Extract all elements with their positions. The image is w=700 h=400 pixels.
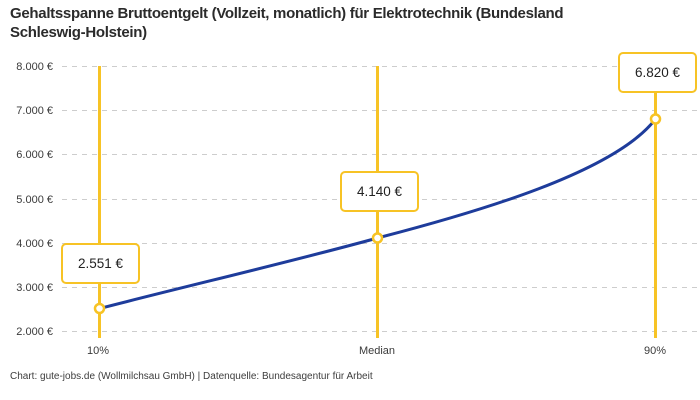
- x-tick-median: Median: [358, 345, 396, 357]
- chart-title: Gehaltsspanne Bruttoentgelt (Vollzeit, m…: [10, 5, 564, 41]
- y-tick-2000: 2.000 €: [16, 326, 53, 338]
- y-tick-6000: 6.000 €: [16, 149, 53, 161]
- data-point-markers: [93, 113, 662, 315]
- y-tick-5000: 5.000 €: [16, 194, 53, 206]
- marker-10pct: [93, 302, 106, 315]
- chart-credit: Chart: gute-jobs.de (Wollmilchsau GmbH) …: [10, 371, 373, 382]
- y-tick-4000: 4.000 €: [16, 238, 53, 250]
- y-tick-3000: 3.000 €: [16, 282, 53, 294]
- marker-90pct: [649, 113, 662, 125]
- y-tick-7000: 7.000 €: [16, 105, 53, 117]
- value-label-median: 4.140 €: [340, 171, 419, 212]
- x-tick-10pct: 10%: [86, 345, 110, 357]
- y-tick-8000: 8.000 €: [16, 61, 53, 73]
- value-label-10pct: 2.551 €: [61, 243, 140, 284]
- x-tick-90pct: 90%: [643, 345, 667, 357]
- marker-median: [371, 232, 384, 244]
- value-label-90pct: 6.820 €: [618, 52, 697, 93]
